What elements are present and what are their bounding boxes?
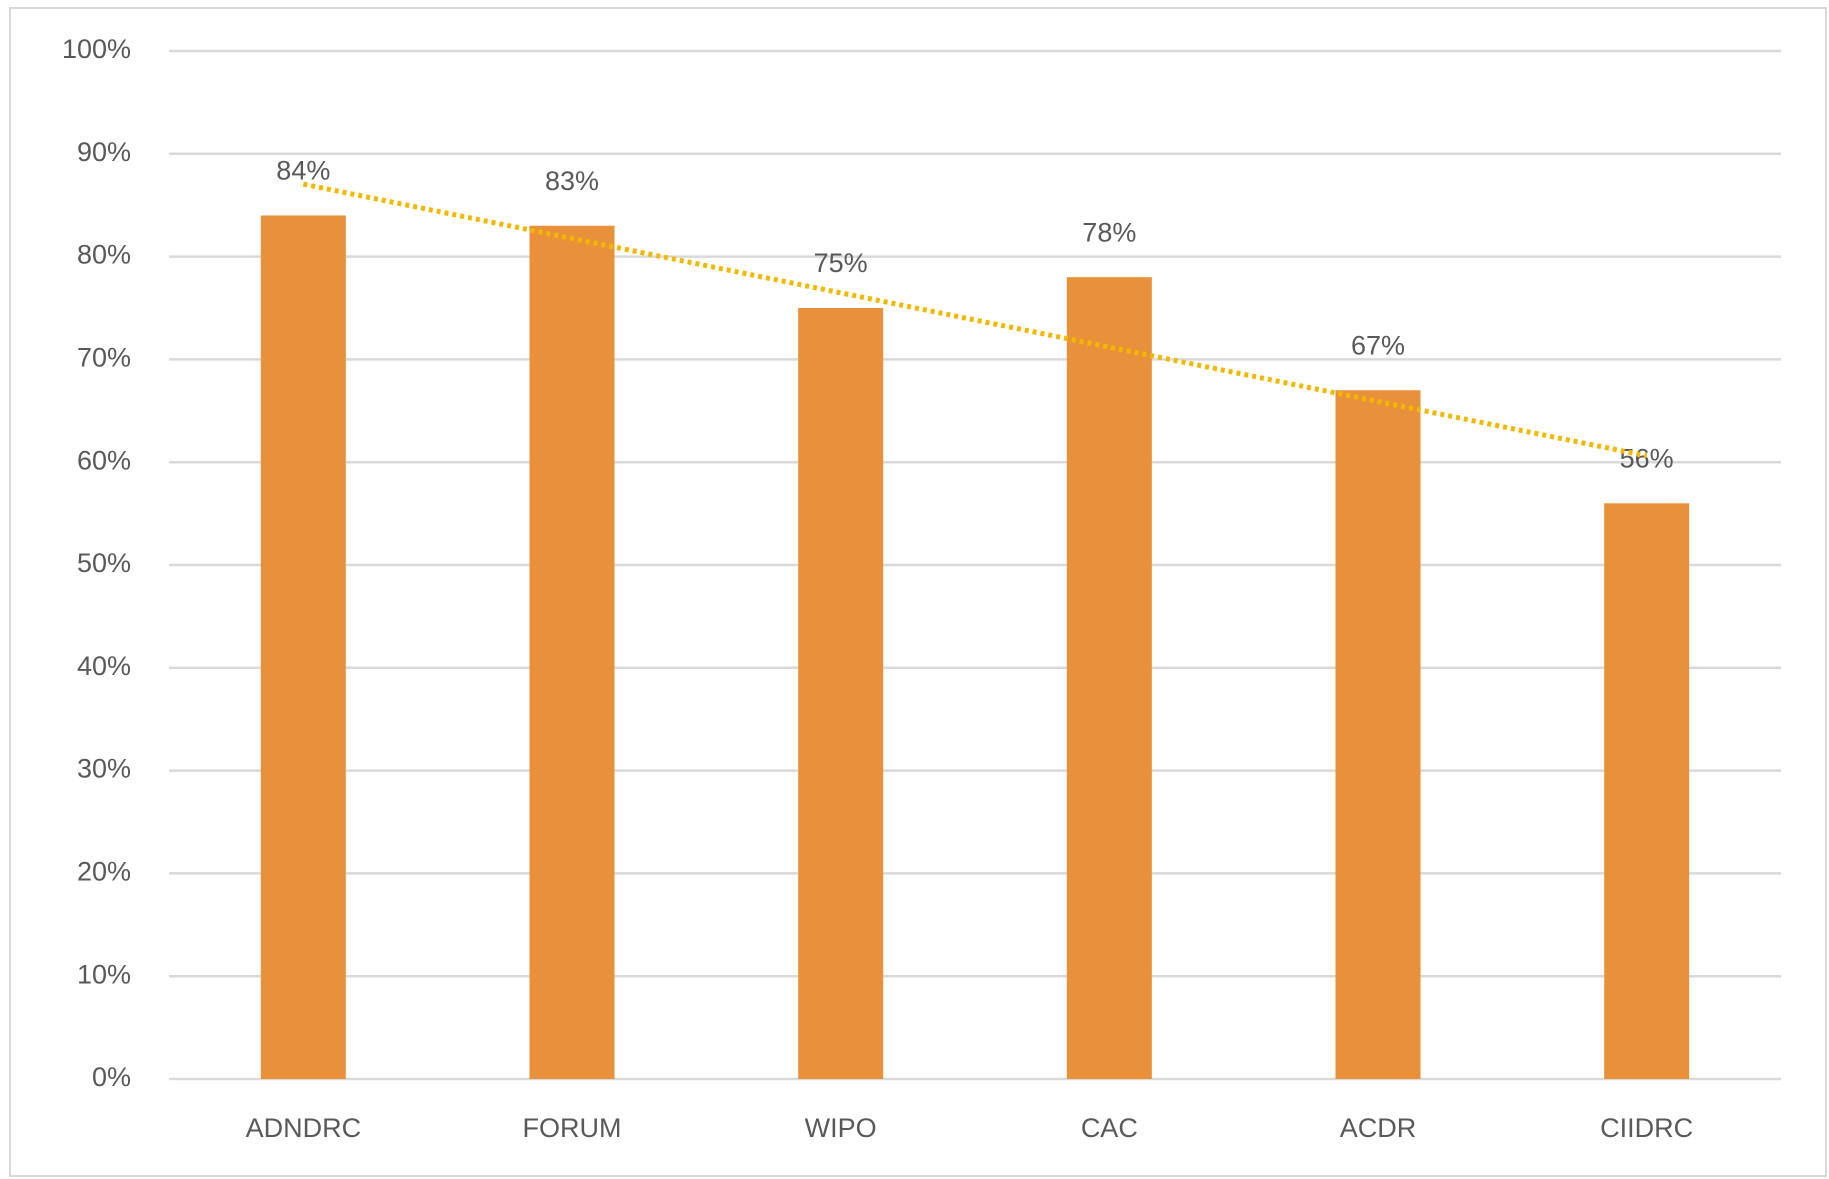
- x-tick-label: ACDR: [1340, 1113, 1417, 1143]
- y-tick-label: 0%: [92, 1062, 131, 1092]
- trendline: [302, 181, 1648, 459]
- data-label: 78%: [1082, 217, 1136, 247]
- y-tick-label: 10%: [77, 959, 131, 989]
- y-tick-label: 30%: [77, 754, 131, 784]
- data-label: 56%: [1620, 443, 1674, 473]
- y-tick-label: 90%: [77, 137, 131, 167]
- x-tick-label: FORUM: [523, 1113, 622, 1143]
- data-label: 75%: [814, 248, 868, 278]
- y-tick-label: 20%: [77, 857, 131, 887]
- bar: [1335, 390, 1421, 1079]
- x-tick-label: ADNDRC: [246, 1113, 362, 1143]
- data-label: 84%: [276, 156, 330, 186]
- data-label: 67%: [1351, 330, 1405, 360]
- x-tick-label: CIIDRC: [1600, 1113, 1693, 1143]
- bar: [1066, 277, 1152, 1079]
- data-label: 83%: [545, 166, 599, 196]
- x-tick-label: WIPO: [805, 1113, 877, 1143]
- bar: [1604, 503, 1690, 1079]
- y-tick-label: 50%: [77, 548, 131, 578]
- y-tick-label: 80%: [77, 240, 131, 270]
- bar: [260, 215, 346, 1080]
- y-tick-label: 60%: [77, 445, 131, 475]
- y-tick-label: 100%: [62, 34, 131, 64]
- y-tick-label: 40%: [77, 651, 131, 681]
- bar: [529, 225, 615, 1079]
- bar: [798, 308, 884, 1079]
- chart-border: [9, 7, 1827, 1177]
- x-tick-label: CAC: [1081, 1113, 1138, 1143]
- y-tick-label: 70%: [77, 343, 131, 373]
